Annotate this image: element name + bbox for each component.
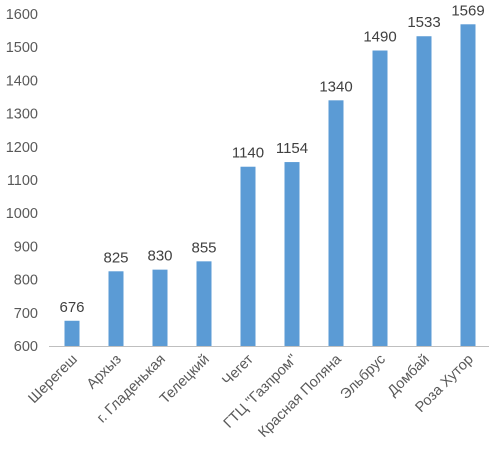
y-tick-label: 1100 <box>7 173 38 189</box>
data-label: 1340 <box>319 78 352 95</box>
data-label: 1490 <box>363 29 396 46</box>
bar <box>372 50 388 347</box>
y-tick-label: 1200 <box>6 140 38 156</box>
data-label: 1140 <box>232 145 264 162</box>
data-label: 855 <box>191 239 216 256</box>
y-tick-label: 1600 <box>6 7 38 23</box>
bar <box>240 166 256 346</box>
y-tick-label: 1400 <box>6 73 38 89</box>
bars <box>64 24 476 347</box>
y-tick-label: 800 <box>14 273 38 289</box>
bar <box>416 36 432 347</box>
bar <box>460 24 476 347</box>
bar <box>328 100 344 346</box>
y-axis-ticks: 600 700 800 900 1000 1100 1200 1300 1400 1500 1600 <box>6 7 38 355</box>
category-label: Архыз <box>84 351 125 392</box>
y-tick-label: 700 <box>14 306 38 322</box>
data-label: 1154 <box>276 140 308 157</box>
category-label: Красная Поляна <box>255 351 345 441</box>
category-label: Чегет <box>219 351 257 389</box>
data-label: 676 <box>59 299 84 316</box>
category-label: Эльбрус <box>338 352 389 403</box>
bar <box>64 320 80 346</box>
y-tick-label: 1000 <box>6 206 38 222</box>
category-label: Шерегеш <box>26 352 81 407</box>
data-label: 825 <box>103 249 128 266</box>
y-tick-label: 1300 <box>6 107 38 123</box>
data-label: 830 <box>147 248 172 265</box>
bar <box>108 271 124 346</box>
data-labels: 676 825 830 855 1140 1154 1340 1490 1533 1569 <box>59 2 484 315</box>
bar <box>152 269 168 346</box>
data-label: 1569 <box>451 2 484 19</box>
y-tick-label: 600 <box>14 339 38 355</box>
bar <box>196 261 212 346</box>
bar <box>284 162 300 346</box>
y-tick-label: 1500 <box>6 40 38 56</box>
data-label: 1533 <box>407 14 440 31</box>
y-tick-label: 900 <box>14 239 38 255</box>
